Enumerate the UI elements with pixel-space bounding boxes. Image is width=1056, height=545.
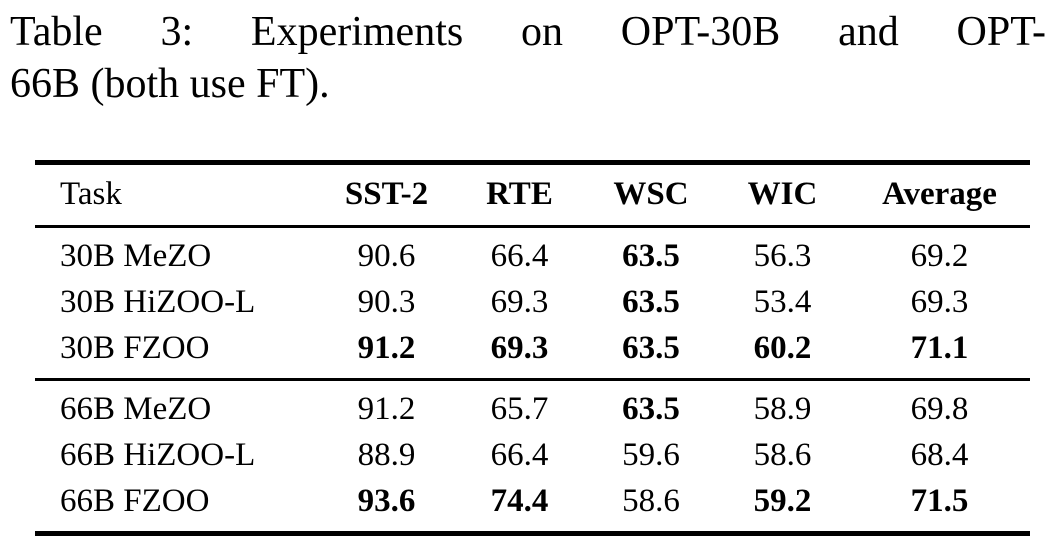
table-header: Task SST-2 RTE WSC WIC Average: [35, 163, 1030, 227]
table-cell: 69.3: [910, 284, 969, 320]
table-cell: 60.2: [753, 330, 812, 366]
table-cell: 88.9: [357, 437, 416, 473]
table-cell: 65.7: [490, 391, 549, 427]
row-label: 30B HiZOO-L: [60, 284, 256, 320]
column-header: SST-2: [344, 176, 429, 212]
table-row: 66B HiZOO-L 88.9 66.4 59.6 58.6 68.4: [35, 432, 1030, 478]
column-header: Average: [882, 176, 997, 212]
table-cell: 58.9: [753, 391, 812, 427]
column-header: RTE: [486, 176, 553, 212]
table-cell: 69.8: [910, 391, 969, 427]
table-cell: 66.4: [490, 238, 549, 274]
table-cell: 71.1: [910, 330, 969, 366]
row-label: 66B HiZOO-L: [60, 437, 256, 473]
column-header: WIC: [747, 176, 818, 212]
table-cell: 63.5: [622, 391, 680, 427]
table-row: 30B HiZOO-L 90.3 69.3 63.5 53.4 69.3: [35, 279, 1030, 325]
column-header-task: Task: [60, 176, 122, 212]
table-cell: 68.4: [910, 437, 969, 473]
table-row: 66B MeZO 91.2 65.7 63.5 58.9 69.8: [35, 380, 1030, 433]
caption-line-1: Table 3: Experiments on OPT-30B and OPT-: [10, 9, 1046, 55]
row-label: 30B FZOO: [60, 330, 210, 366]
row-label: 66B FZOO: [60, 483, 210, 519]
row-label: 30B MeZO: [60, 238, 212, 274]
table-cell: 58.6: [753, 437, 812, 473]
table-cell: 69.3: [490, 284, 549, 320]
table-cell: 90.6: [357, 238, 416, 274]
table-group-66b: 66B MeZO 91.2 65.7 63.5 58.9 69.8 66B HiZOO-L 8…: [35, 380, 1030, 534]
table-cell: 69.3: [490, 330, 549, 366]
table-cell: 59.2: [753, 483, 812, 519]
table-row: 30B MeZO 90.6 66.4 63.5 56.3 69.2: [35, 227, 1030, 280]
table-cell: 90.3: [357, 284, 416, 320]
table-cell: 63.5: [622, 330, 680, 366]
table-cell: 59.6: [622, 437, 680, 473]
table-cell: 63.5: [622, 238, 680, 274]
table-cell: 91.2: [357, 391, 416, 427]
table-cell: 93.6: [357, 483, 416, 519]
table-cell: 58.6: [622, 483, 680, 519]
table-cell: 69.2: [910, 238, 969, 274]
column-header: WSC: [613, 176, 689, 212]
table-caption: Table 3: Experiments on OPT-30B and OPT-…: [10, 6, 1046, 110]
table-cell: 74.4: [490, 483, 549, 519]
header-row: Task SST-2 RTE WSC WIC Average: [35, 163, 1030, 227]
table-cell: 56.3: [753, 238, 812, 274]
table-cell: 66.4: [490, 437, 549, 473]
table-row: 30B FZOO 91.2 69.3 63.5 60.2 71.1: [35, 325, 1030, 380]
table-cell: 91.2: [357, 330, 416, 366]
caption-line-2: 66B (both use FT).: [10, 61, 330, 107]
table-cell: 63.5: [622, 284, 680, 320]
paper-page: Table 3: Experiments on OPT-30B and OPT-…: [0, 6, 1056, 545]
table-cell: 71.5: [910, 483, 969, 519]
row-label: 66B MeZO: [60, 391, 212, 427]
table-group-30b: 30B MeZO 90.6 66.4 63.5 56.3 69.2 30B HiZOO-L 9…: [35, 227, 1030, 380]
table-row: 66B FZOO 93.6 74.4 58.6 59.2 71.5: [35, 478, 1030, 534]
table-cell: 53.4: [753, 284, 812, 320]
results-table: Task SST-2 RTE WSC WIC Average 30B MeZO 90.6 66…: [35, 160, 1030, 536]
